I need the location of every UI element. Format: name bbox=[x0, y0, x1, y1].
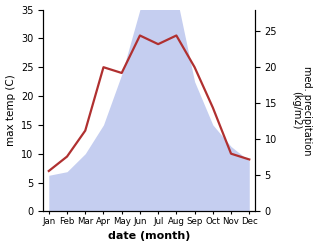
X-axis label: date (month): date (month) bbox=[108, 231, 190, 242]
Y-axis label: max temp (C): max temp (C) bbox=[5, 75, 16, 146]
Y-axis label: med. precipitation
(kg/m2): med. precipitation (kg/m2) bbox=[291, 66, 313, 155]
